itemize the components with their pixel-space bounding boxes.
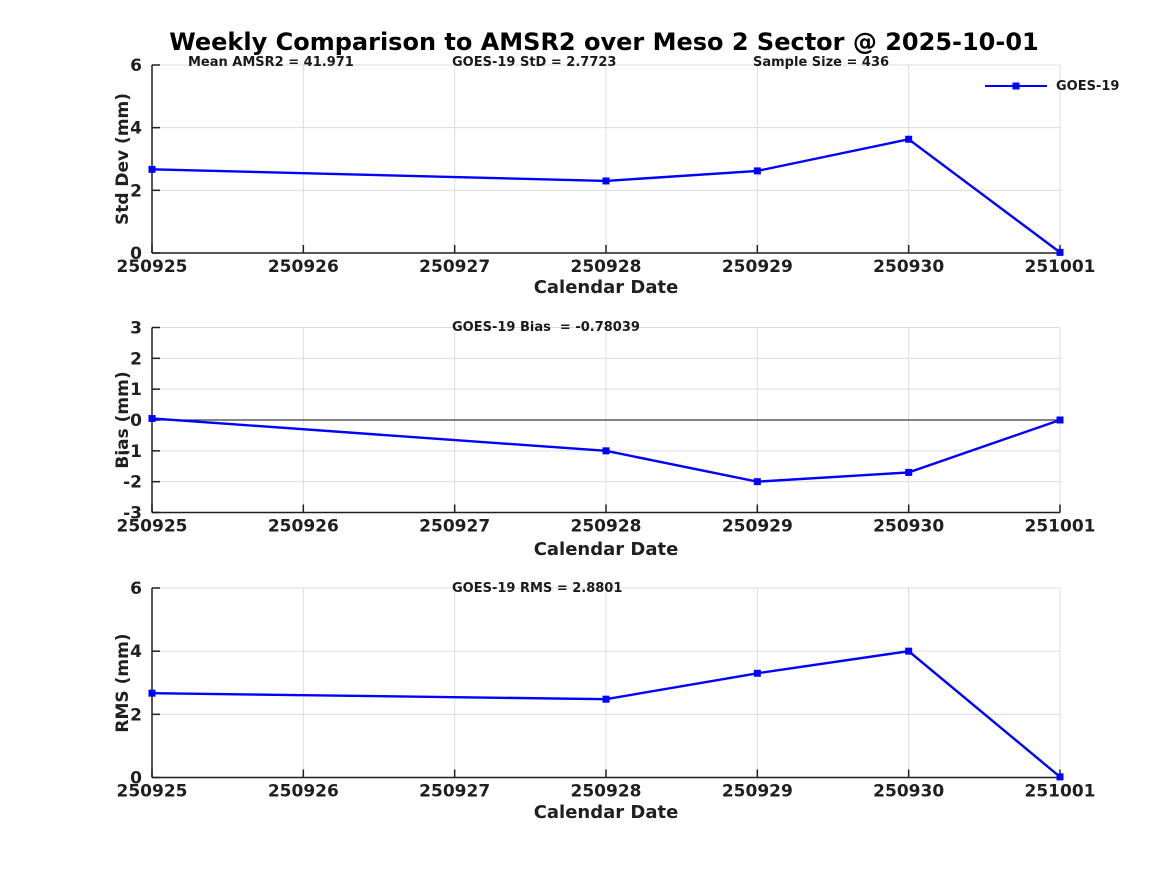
bias-data-marker [905,468,913,476]
rms-data-marker [1056,773,1064,781]
goes19-bias-annotation: GOES-19 Bias = -0.78039 [452,320,640,335]
rms-data-marker [905,647,913,655]
y-tick-label: 3 [130,319,142,339]
rms-data-marker [148,689,156,697]
bias-tick-labels: 250925 250926 250927 250928 250929 250930 2510… [117,319,1096,537]
rms-x-axis-label: Calendar Date [533,802,679,823]
x-tick-label: 250926 [268,517,339,537]
rms-gridlines [151,587,1061,778]
stddev-x-axis-label: Calendar Date [533,277,679,298]
std-dev-axes [151,64,1061,254]
std-dev-data-marker [753,167,761,175]
y-tick-label: 4 [130,119,142,139]
x-tick-label: 250927 [419,257,490,277]
x-tick-label: 250927 [419,782,490,802]
x-tick-label: 250930 [873,257,944,277]
std-dev-data-marker [905,135,913,143]
std-dev-subplot: 250925 250926 250927 250928 250929 250930 2510… [117,56,1096,277]
sample-size-annotation: Sample Size = 436 [753,55,890,70]
x-tick-label: 250925 [117,782,188,802]
x-tick-label: 250925 [117,257,188,277]
x-tick-label: 250925 [117,517,188,537]
figure-title: Weekly Comparison to AMSR2 over Meso 2 S… [169,28,1039,56]
y-tick-label: 6 [130,579,142,599]
rms-data-marker [753,669,761,677]
legend-label: GOES-19 [1056,78,1120,94]
x-tick-label: 250928 [571,782,642,802]
x-tick-label: 251001 [1025,257,1096,277]
std-dev-data-marker [1056,248,1064,256]
bias-x-axis-label: Calendar Date [533,539,679,560]
bias-data-marker [753,478,761,486]
rms-tick-labels: 250925 250926 250927 250928 250929 250930 2510… [117,579,1096,802]
y-tick-label: 0 [130,769,142,789]
legend-square-marker-icon [1012,82,1020,90]
bias-data-marker [602,447,610,455]
x-tick-label: 250926 [268,782,339,802]
y-tick-label: -1 [123,442,142,462]
x-tick-label: 250926 [268,257,339,277]
y-tick-label: 6 [130,56,142,76]
x-tick-label: 250930 [873,517,944,537]
y-tick-label: 0 [130,244,142,264]
std-dev-data-marker [602,177,610,185]
x-tick-label: 250929 [722,257,793,277]
rms-axes [151,587,1061,779]
y-tick-label: 2 [130,705,142,725]
x-tick-label: 251001 [1025,517,1096,537]
x-tick-label: 250927 [419,517,490,537]
bias-y-axis-label: Bias (mm) [113,371,133,469]
std-dev-gridlines [151,64,1061,254]
bias-subplot: 250925 250926 250927 250928 250929 250930 2510… [117,319,1096,537]
x-tick-label: 250928 [571,257,642,277]
y-tick-label: 4 [130,642,142,662]
bias-data-marker [148,414,156,422]
y-tick-label: -2 [123,473,142,493]
x-tick-label: 251001 [1025,782,1096,802]
std-dev-data-marker [148,165,156,173]
rms-data-marker [602,695,610,703]
rms-y-axis-label: RMS (mm) [113,633,133,733]
x-tick-label: 250929 [722,782,793,802]
x-tick-label: 250928 [571,517,642,537]
y-tick-label: 2 [130,181,142,201]
y-tick-label: 2 [130,349,142,369]
goes19-rms-annotation: GOES-19 RMS = 2.8801 [452,581,623,596]
legend-line-sample [985,82,1047,90]
mean-amsr2-annotation: Mean AMSR2 = 41.971 [188,55,354,70]
rms-subplot: 250925 250926 250927 250928 250929 250930 2510… [117,579,1096,802]
x-tick-label: 250929 [722,517,793,537]
x-tick-label: 250930 [873,782,944,802]
bias-data-marker [1056,416,1064,424]
stddev-y-axis-label: Std Dev (mm) [113,92,133,226]
std-dev-tick-labels: 250925 250926 250927 250928 250929 250930 2510… [117,56,1096,277]
y-tick-label: 1 [130,380,142,400]
goes19-std-annotation: GOES-19 StD = 2.7723 [452,55,617,70]
y-tick-label: 0 [130,411,142,431]
legend: GOES-19 [985,78,1119,94]
y-tick-label: -3 [123,504,142,524]
